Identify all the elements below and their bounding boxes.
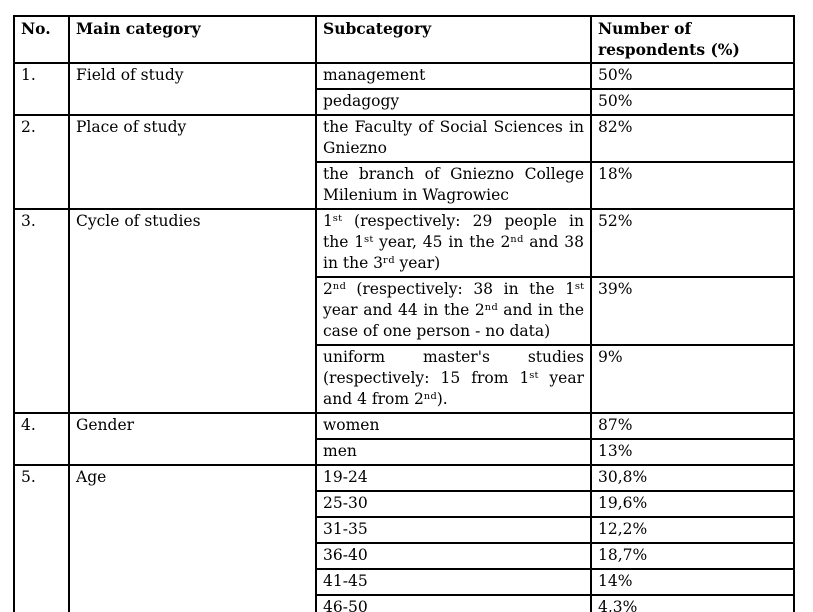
row-no: 1. bbox=[13, 62, 70, 116]
header-row: No. Main category Subcategory Number of … bbox=[13, 15, 795, 64]
table-row: 46-50 4,3% bbox=[14, 594, 795, 612]
value-cell: 19,6% bbox=[590, 490, 795, 518]
table-row: 3. Cycle of studies 1ˢᵗ (respectively: 2… bbox=[13, 208, 795, 414]
value-cell: 50% bbox=[590, 62, 795, 90]
table-row: 36-40 18,7% bbox=[14, 542, 795, 570]
table-row: 5. Age 19-24 30,8% bbox=[13, 464, 795, 612]
value-cell: 82% bbox=[590, 114, 795, 163]
subcategory-cell: 36-40 bbox=[315, 542, 592, 570]
col-header-respondents: Number of respondents (%) bbox=[590, 15, 795, 64]
table-row: 41-45 14% bbox=[14, 568, 795, 596]
row-no: 5. bbox=[13, 464, 70, 612]
value-cell: 30,8% bbox=[590, 464, 795, 492]
value-cell: 50% bbox=[590, 88, 795, 116]
value-cell: 87% bbox=[590, 412, 795, 440]
subcategory-cell: 19-24 bbox=[315, 464, 592, 492]
main-category-cell: Place of study bbox=[68, 114, 317, 210]
value-cell: 12,2% bbox=[590, 516, 795, 544]
table-row: 31-35 12,2% bbox=[14, 516, 795, 544]
table-row: 2ⁿᵈ (respectively: 38 in the 1ˢᵗ year an… bbox=[14, 276, 795, 346]
col-header-subcategory: Subcategory bbox=[315, 15, 592, 64]
subcategory-cell: 31-35 bbox=[315, 516, 592, 544]
subcategory-cell: 2ⁿᵈ (respectively: 38 in the 1ˢᵗ year an… bbox=[315, 276, 592, 346]
value-cell: 13% bbox=[590, 438, 795, 466]
main-category-cell: Age bbox=[68, 464, 317, 612]
row-no: 3. bbox=[13, 208, 70, 414]
subcategory-cell: the branch of Gniezno College Milenium i… bbox=[315, 161, 592, 210]
value-cell: 14% bbox=[590, 568, 795, 596]
col-header-main-category: Main category bbox=[68, 15, 317, 64]
subcategory-cell: 41-45 bbox=[315, 568, 592, 596]
value-cell: 4,3% bbox=[590, 594, 795, 612]
value-cell: 39% bbox=[590, 276, 795, 346]
table-row: uniform master's studies (respectively: … bbox=[14, 344, 795, 414]
col-header-no: No. bbox=[13, 15, 70, 64]
subcategory-cell: men bbox=[315, 438, 592, 466]
row-no: 2. bbox=[13, 114, 70, 210]
main-category-cell: Gender bbox=[68, 412, 317, 466]
subcategory-cell: management bbox=[315, 62, 592, 90]
subcategory-cell: 1ˢᵗ (respectively: 29 people in the 1ˢᵗ … bbox=[315, 208, 592, 278]
table-row: men 13% bbox=[14, 438, 795, 466]
table-row: 4. Gender women 87% bbox=[13, 412, 795, 466]
subcategory-cell: 25-30 bbox=[315, 490, 592, 518]
row-no: 4. bbox=[13, 412, 70, 466]
subcategory-cell: uniform master's studies (respectively: … bbox=[315, 344, 592, 414]
table-row: pedagogy 50% bbox=[14, 88, 795, 116]
main-category-cell: Cycle of studies bbox=[68, 208, 317, 414]
table-row: the branch of Gniezno College Milenium i… bbox=[14, 161, 795, 210]
value-cell: 9% bbox=[590, 344, 795, 414]
subcategory-cell: women bbox=[315, 412, 592, 440]
value-cell: 18,7% bbox=[590, 542, 795, 570]
respondents-demographics-table: No. Main category Subcategory Number of … bbox=[13, 15, 795, 612]
subcategory-cell: the Faculty of Social Sciences in Gniezn… bbox=[315, 114, 592, 163]
value-cell: 52% bbox=[590, 208, 795, 278]
value-cell: 18% bbox=[590, 161, 795, 210]
subcategory-cell: pedagogy bbox=[315, 88, 592, 116]
table-row: 25-30 19,6% bbox=[14, 490, 795, 518]
table-row: 2. Place of study the Faculty of Social … bbox=[13, 114, 795, 210]
main-category-cell: Field of study bbox=[68, 62, 317, 116]
subcategory-cell: 46-50 bbox=[315, 594, 592, 612]
table-row: 1. Field of study management 50% bbox=[13, 62, 795, 116]
